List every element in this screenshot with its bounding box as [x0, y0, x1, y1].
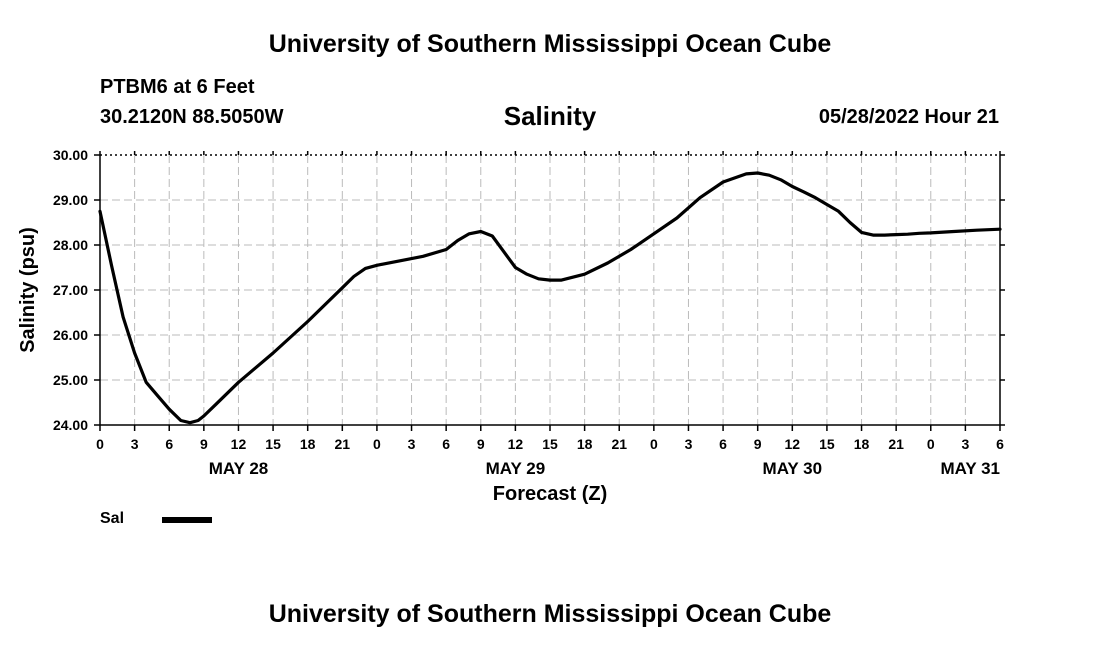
x-day-label: MAY 30	[763, 459, 823, 478]
x-tick-label: 15	[819, 436, 835, 452]
y-tick-label: 24.00	[53, 417, 88, 433]
y-tick-label: 30.00	[53, 147, 88, 163]
y-axis-title: Salinity (psu)	[17, 227, 39, 353]
x-tick-label: 18	[300, 436, 316, 452]
x-tick-label: 21	[611, 436, 627, 452]
x-tick-label: 0	[650, 436, 658, 452]
legend-label: Sal	[100, 510, 125, 527]
x-tick-label: 6	[996, 436, 1004, 452]
x-tick-label: 3	[131, 436, 139, 452]
x-tick-label: 0	[927, 436, 935, 452]
x-tick-label: 21	[888, 436, 904, 452]
footer-title: University of Southern Mississippi Ocean…	[268, 600, 832, 628]
y-tick-label: 28.00	[53, 237, 88, 253]
x-tick-label: 18	[577, 436, 593, 452]
x-tick-label: 12	[785, 436, 801, 452]
y-tick-label: 29.00	[53, 192, 88, 208]
y-tick-label: 25.00	[53, 372, 88, 388]
x-tick-label: 15	[265, 436, 281, 452]
x-day-label: MAY 28	[209, 459, 269, 478]
x-tick-label: 18	[854, 436, 870, 452]
y-tick-label: 26.00	[53, 327, 88, 343]
series-line-sal	[98, 171, 1002, 425]
x-tick-label: 15	[542, 436, 558, 452]
x-tick-label: 3	[961, 436, 969, 452]
x-tick-label: 3	[408, 436, 416, 452]
page-title: University of Southern Mississippi Ocean…	[268, 30, 832, 58]
x-tick-label: 6	[165, 436, 173, 452]
x-tick-label: 12	[231, 436, 247, 452]
x-tick-label: 6	[719, 436, 727, 452]
x-tick-label: 3	[685, 436, 693, 452]
station-label: PTBM6 at 6 Feet	[100, 76, 255, 98]
chart-title: Salinity	[503, 101, 597, 131]
forecast-datetime: 05/28/2022 Hour 21	[818, 106, 999, 128]
x-tick-label: 6	[442, 436, 450, 452]
x-tick-label: 9	[754, 436, 762, 452]
x-tick-label: 9	[200, 436, 208, 452]
x-day-label: MAY 31	[940, 459, 1000, 478]
x-tick-label: 12	[508, 436, 524, 452]
x-axis-title: Forecast (Z)	[493, 483, 607, 505]
x-day-label: MAY 29	[486, 459, 546, 478]
x-tick-label: 9	[477, 436, 485, 452]
coordinates-label: 30.2120N 88.5050W	[100, 106, 284, 128]
y-tick-label: 27.00	[53, 282, 88, 298]
legend-line-swatch	[162, 517, 212, 523]
x-tick-label: 21	[335, 436, 351, 452]
x-tick-label: 0	[373, 436, 381, 452]
x-tick-label: 0	[96, 436, 104, 452]
